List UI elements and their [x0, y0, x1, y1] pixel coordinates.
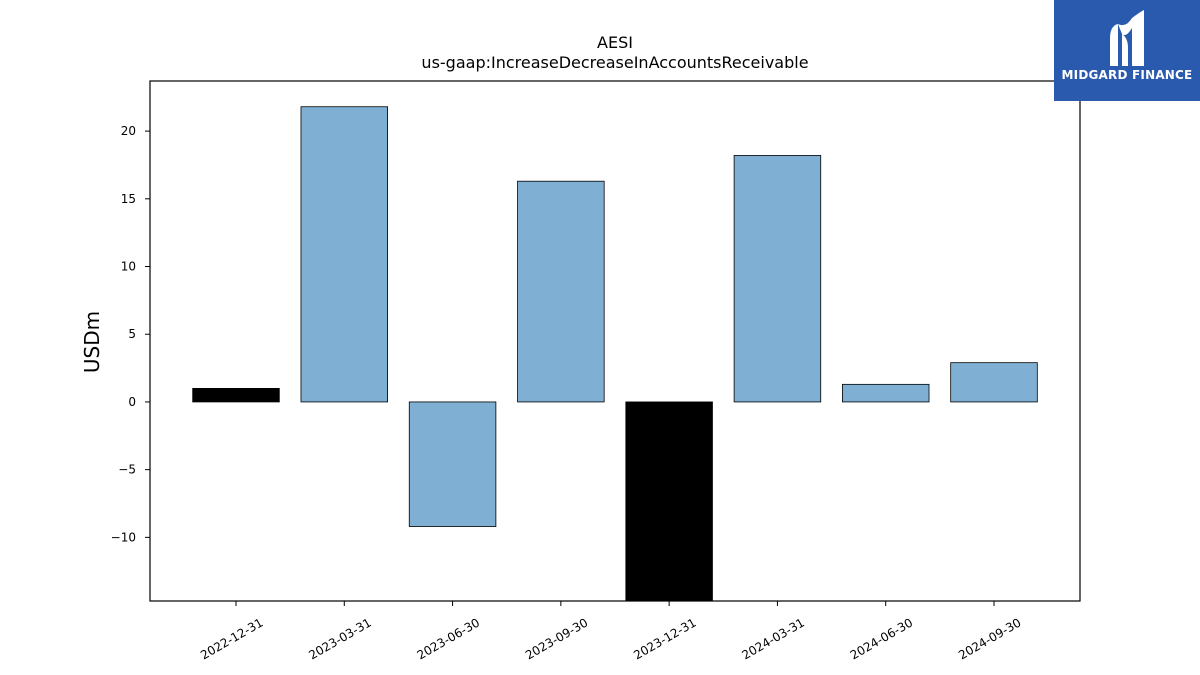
- x-axis: 2022-12-31 2023-03-31 2023-06-30 2023-09-30…: [198, 601, 1024, 662]
- y-tick-label: 0: [128, 395, 136, 409]
- bar-2023-09-30: [517, 180, 605, 403]
- x-tick-label: 2022-12-31: [198, 615, 265, 662]
- bar-2023-06-30: [408, 401, 497, 527]
- x-tick-label: 2023-03-31: [306, 615, 373, 662]
- y-tick-label: −5: [118, 463, 136, 477]
- y-tick-label: 10: [121, 260, 136, 274]
- x-tick-label: 2023-12-31: [631, 615, 698, 662]
- logo-text: MIDGARD FINANCE: [1061, 68, 1193, 82]
- y-axis: −10 −5 0 5 10 15 20: [111, 124, 150, 544]
- y-tick-label: 15: [121, 192, 136, 206]
- bar-2024-03-31: [733, 155, 822, 403]
- x-tick-label: 2023-09-30: [523, 615, 590, 662]
- y-tick-label: −10: [111, 530, 136, 544]
- chart-subtitle: us-gaap:IncreaseDecreaseInAccountsReceiv…: [421, 53, 808, 72]
- y-tick-label: 5: [128, 327, 136, 341]
- bar-2022-12-31: [192, 387, 280, 403]
- y-tick-label: 20: [121, 124, 136, 138]
- bar-2024-09-30: [950, 362, 1038, 403]
- chart-title: AESI: [597, 33, 633, 52]
- midgard-finance-logo: MIDGARD FINANCE: [1054, 0, 1200, 101]
- bar-2023-12-31: [625, 401, 713, 602]
- x-tick-label: 2024-09-30: [956, 615, 1023, 662]
- bar-2024-06-30: [842, 383, 930, 403]
- logo-mark-icon: [1110, 10, 1144, 66]
- x-tick-label: 2024-03-31: [740, 615, 807, 662]
- y-axis-label: USDm: [80, 311, 104, 373]
- bar-2023-03-31: [300, 106, 389, 403]
- x-tick-label: 2024-06-30: [848, 615, 915, 662]
- bars-group: [192, 106, 1038, 602]
- plot-frame: [149, 80, 1081, 602]
- x-tick-label: 2023-06-30: [415, 615, 482, 662]
